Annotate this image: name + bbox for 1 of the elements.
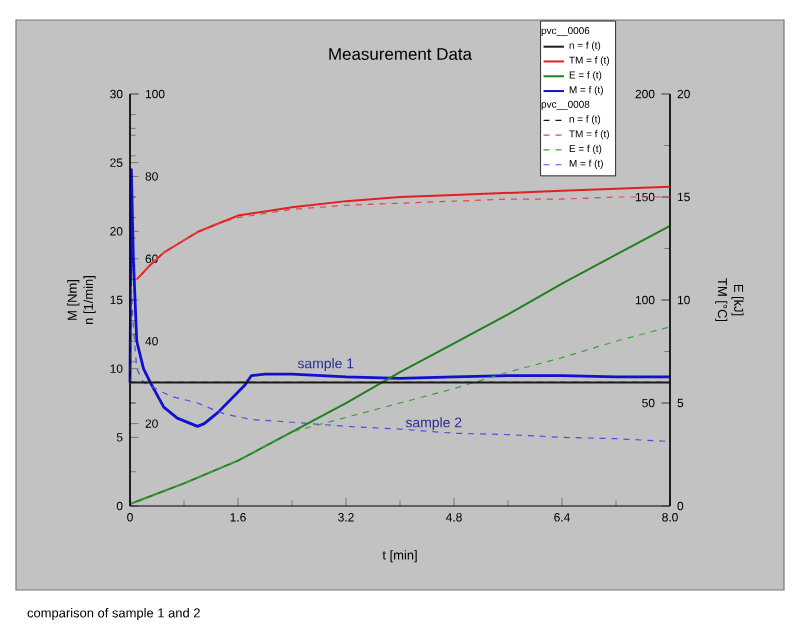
chart-title: Measurement Data — [329, 48, 472, 60]
